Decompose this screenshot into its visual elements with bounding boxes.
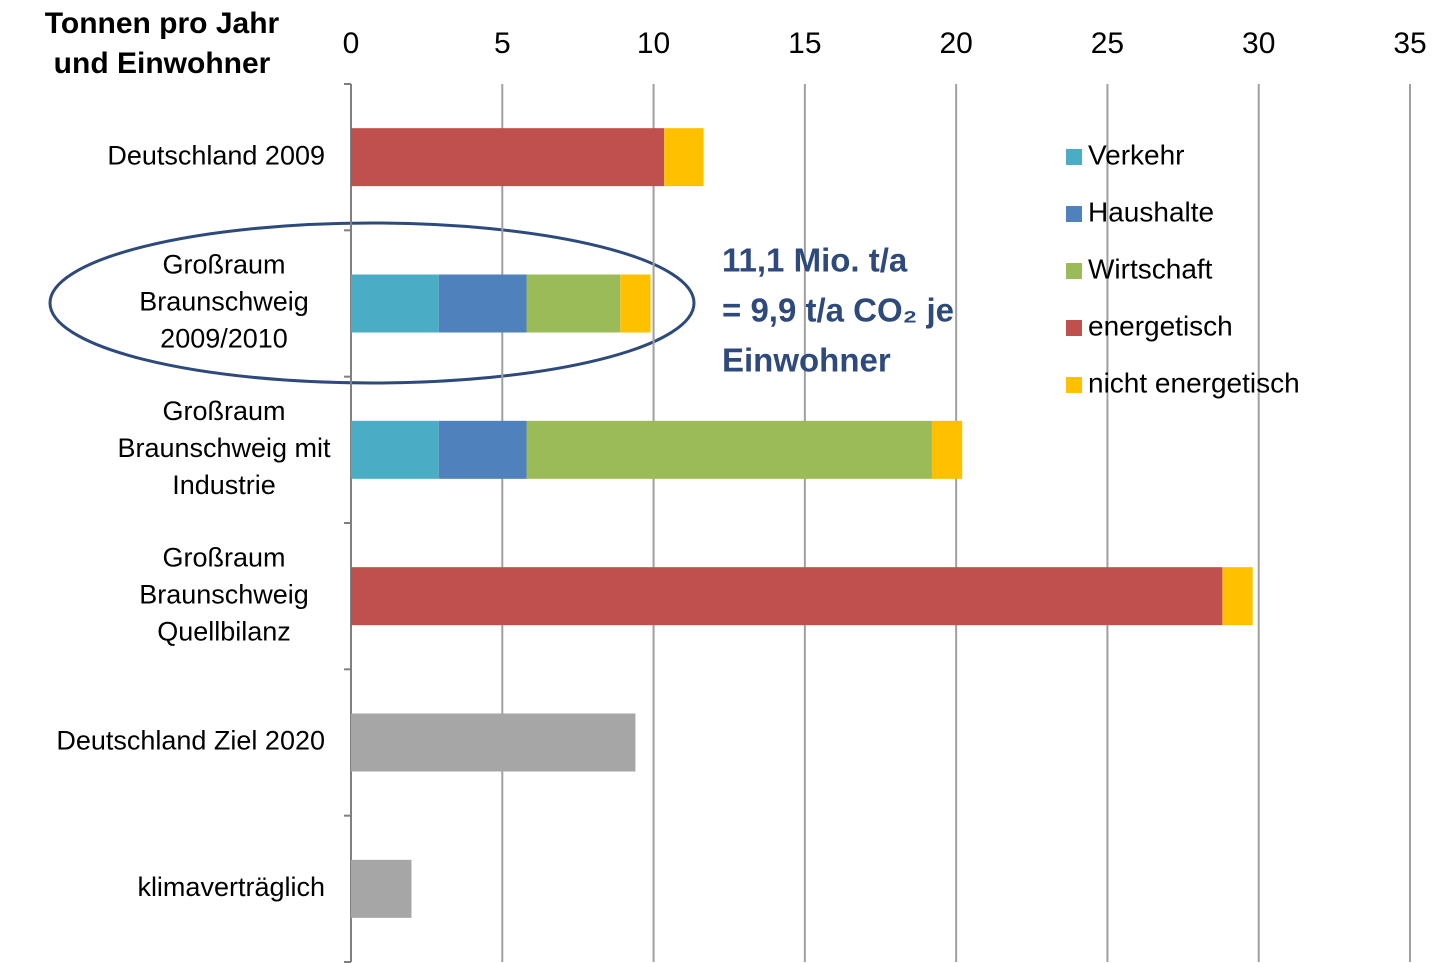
- bar-segment: [664, 128, 704, 187]
- bar-segment: [351, 128, 665, 187]
- category-label: Braunschweig: [139, 287, 309, 317]
- legend-swatch: [1066, 263, 1082, 279]
- annotation: 11,1 Mio. t/a: [722, 242, 908, 279]
- category-label: Quellbilanz: [157, 616, 291, 646]
- bar-segment: [438, 420, 527, 479]
- category-label: Großraum: [162, 396, 285, 426]
- category-label: Industrie: [172, 470, 276, 500]
- x-tick-label: 30: [1242, 27, 1275, 60]
- bar-segment: [931, 420, 963, 479]
- x-tick-label: 25: [1091, 27, 1124, 60]
- bar-segment: [438, 274, 527, 333]
- legend-label: energetisch: [1088, 310, 1233, 341]
- category-label: Braunschweig: [139, 579, 309, 609]
- x-tick-label: 5: [494, 27, 511, 60]
- annotation: Einwohner: [722, 342, 891, 379]
- category-label: Großraum: [162, 250, 285, 280]
- bar-segment: [351, 274, 439, 333]
- legend-label: Haushalte: [1088, 196, 1214, 227]
- legend-swatch: [1066, 377, 1082, 393]
- category-label: Großraum: [162, 542, 285, 572]
- category-label: Deutschland Ziel 2020: [56, 726, 325, 756]
- category-label: klimaverträglich: [137, 872, 325, 902]
- annotation: = 9,9 t/a CO₂ je: [722, 292, 954, 329]
- bar-segment: [526, 420, 932, 479]
- legend-swatch: [1066, 149, 1082, 165]
- category-label: Braunschweig mit: [117, 433, 331, 463]
- bar-segment: [526, 274, 621, 333]
- category-label: Deutschland 2009: [107, 140, 325, 170]
- bar-segment: [620, 274, 651, 333]
- legend-swatch: [1066, 206, 1082, 222]
- bar-segment: [351, 859, 412, 918]
- category-label: 2009/2010: [160, 324, 288, 354]
- x-tick-label: 10: [637, 27, 670, 60]
- legend-label: Wirtschaft: [1088, 253, 1213, 284]
- highlight-ellipse: [48, 221, 696, 385]
- x-tick-label: 35: [1393, 27, 1426, 60]
- bar-segment: [1222, 567, 1253, 626]
- bar-segment: [351, 713, 636, 772]
- legend-swatch: [1066, 320, 1082, 336]
- bar-segment: [351, 420, 439, 479]
- bar-segment: [351, 567, 1223, 626]
- axis-title: und Einwohner: [54, 47, 271, 80]
- x-tick-label: 20: [939, 27, 972, 60]
- x-tick-label: 15: [788, 27, 821, 60]
- axis-title: Tonnen pro Jahr: [45, 7, 280, 40]
- x-tick-label: 0: [343, 27, 360, 60]
- legend-label: Verkehr: [1088, 139, 1185, 170]
- legend-label: nicht energetisch: [1088, 367, 1300, 398]
